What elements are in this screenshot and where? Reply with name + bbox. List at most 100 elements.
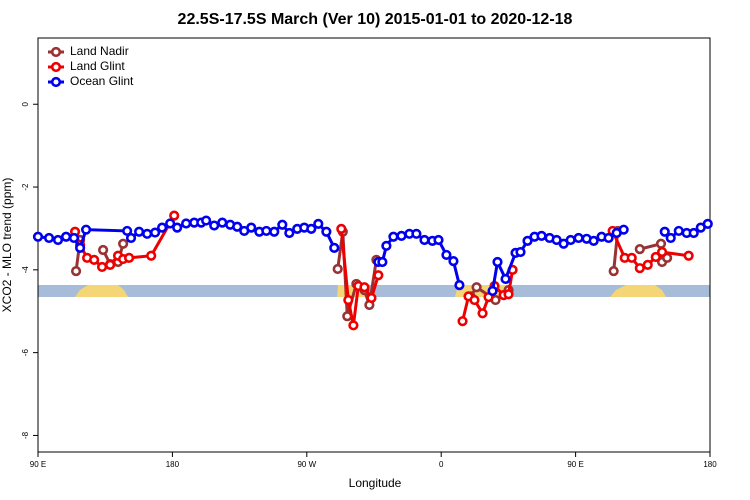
point [448,256,459,267]
point [522,235,533,246]
point [332,263,343,275]
point [492,256,503,268]
point [32,231,44,242]
point [573,232,584,244]
x-tick-label: 90 E [30,460,46,469]
legend-marker [50,61,62,73]
point [336,223,347,234]
point [588,235,599,246]
point [603,232,614,244]
point [373,270,384,281]
point [650,251,661,263]
legend-marker [50,46,62,58]
point [269,226,280,237]
x-tick-label: 180 [166,460,180,469]
point [457,316,468,327]
point [306,223,317,234]
point [634,263,645,274]
point [702,218,713,229]
x-tick-label: 0 [439,460,444,469]
point [172,222,183,233]
point [500,273,511,285]
point [642,259,653,270]
point [80,224,92,235]
point [98,244,109,256]
point [359,282,370,293]
point [123,252,135,263]
point [441,249,452,261]
point [146,250,157,261]
x-tick-label: 180 [703,460,717,469]
point [70,265,82,277]
point [105,259,116,270]
point [60,231,72,242]
x-tick-label: 90 E [567,460,583,469]
x-tick-label: 90 W [297,460,316,469]
point [665,232,676,244]
point [348,320,359,331]
point [503,289,514,300]
point [477,308,488,319]
point [246,222,257,233]
point [321,226,332,237]
point [515,246,526,258]
point [683,250,694,261]
point [634,244,645,255]
point [411,228,422,239]
x-axis-label: Longitude [349,476,402,490]
point [656,246,668,258]
y-axis-label: XCO2 - MLO trend (ppm) [0,178,14,313]
point [388,231,399,242]
point [381,240,392,251]
point [156,222,168,233]
point [396,230,407,241]
point [232,221,243,232]
point [659,226,670,237]
point [209,220,220,231]
legend-label: Land Nadir [70,44,129,58]
point [89,254,100,266]
point [419,234,430,246]
point [149,227,161,238]
point [608,265,619,277]
land-patch [75,285,128,297]
y-tick-label: -4 [21,266,30,274]
point [261,225,272,237]
point [277,219,288,230]
point [125,232,137,244]
y-tick-label: -6 [21,349,30,357]
point [52,234,64,246]
point [329,242,340,253]
point [169,210,180,221]
point [433,234,444,246]
plot-frame [37,37,711,453]
point [96,261,108,273]
land-patch [610,285,666,297]
point [565,234,576,246]
legend-marker [50,76,62,88]
point [118,238,129,249]
point [618,224,629,235]
point [626,252,637,263]
point [343,294,354,306]
point [181,218,192,229]
point [68,232,80,244]
point [217,217,228,228]
point [688,227,699,239]
y-tick-label: -8 [21,431,30,439]
point [487,285,498,297]
point [377,256,388,268]
chart-title: 22.5S-17.5S March (Ver 10) 2015-01-01 to… [178,11,573,28]
point [75,242,86,253]
point [673,225,684,237]
point [284,227,295,239]
y-tick-label: -2 [21,183,30,191]
point [469,294,480,306]
point [142,228,153,239]
y-tick-label: 0 [21,101,30,106]
point [471,282,482,293]
point [655,238,667,249]
legend-label: Ocean Glint [70,74,134,88]
